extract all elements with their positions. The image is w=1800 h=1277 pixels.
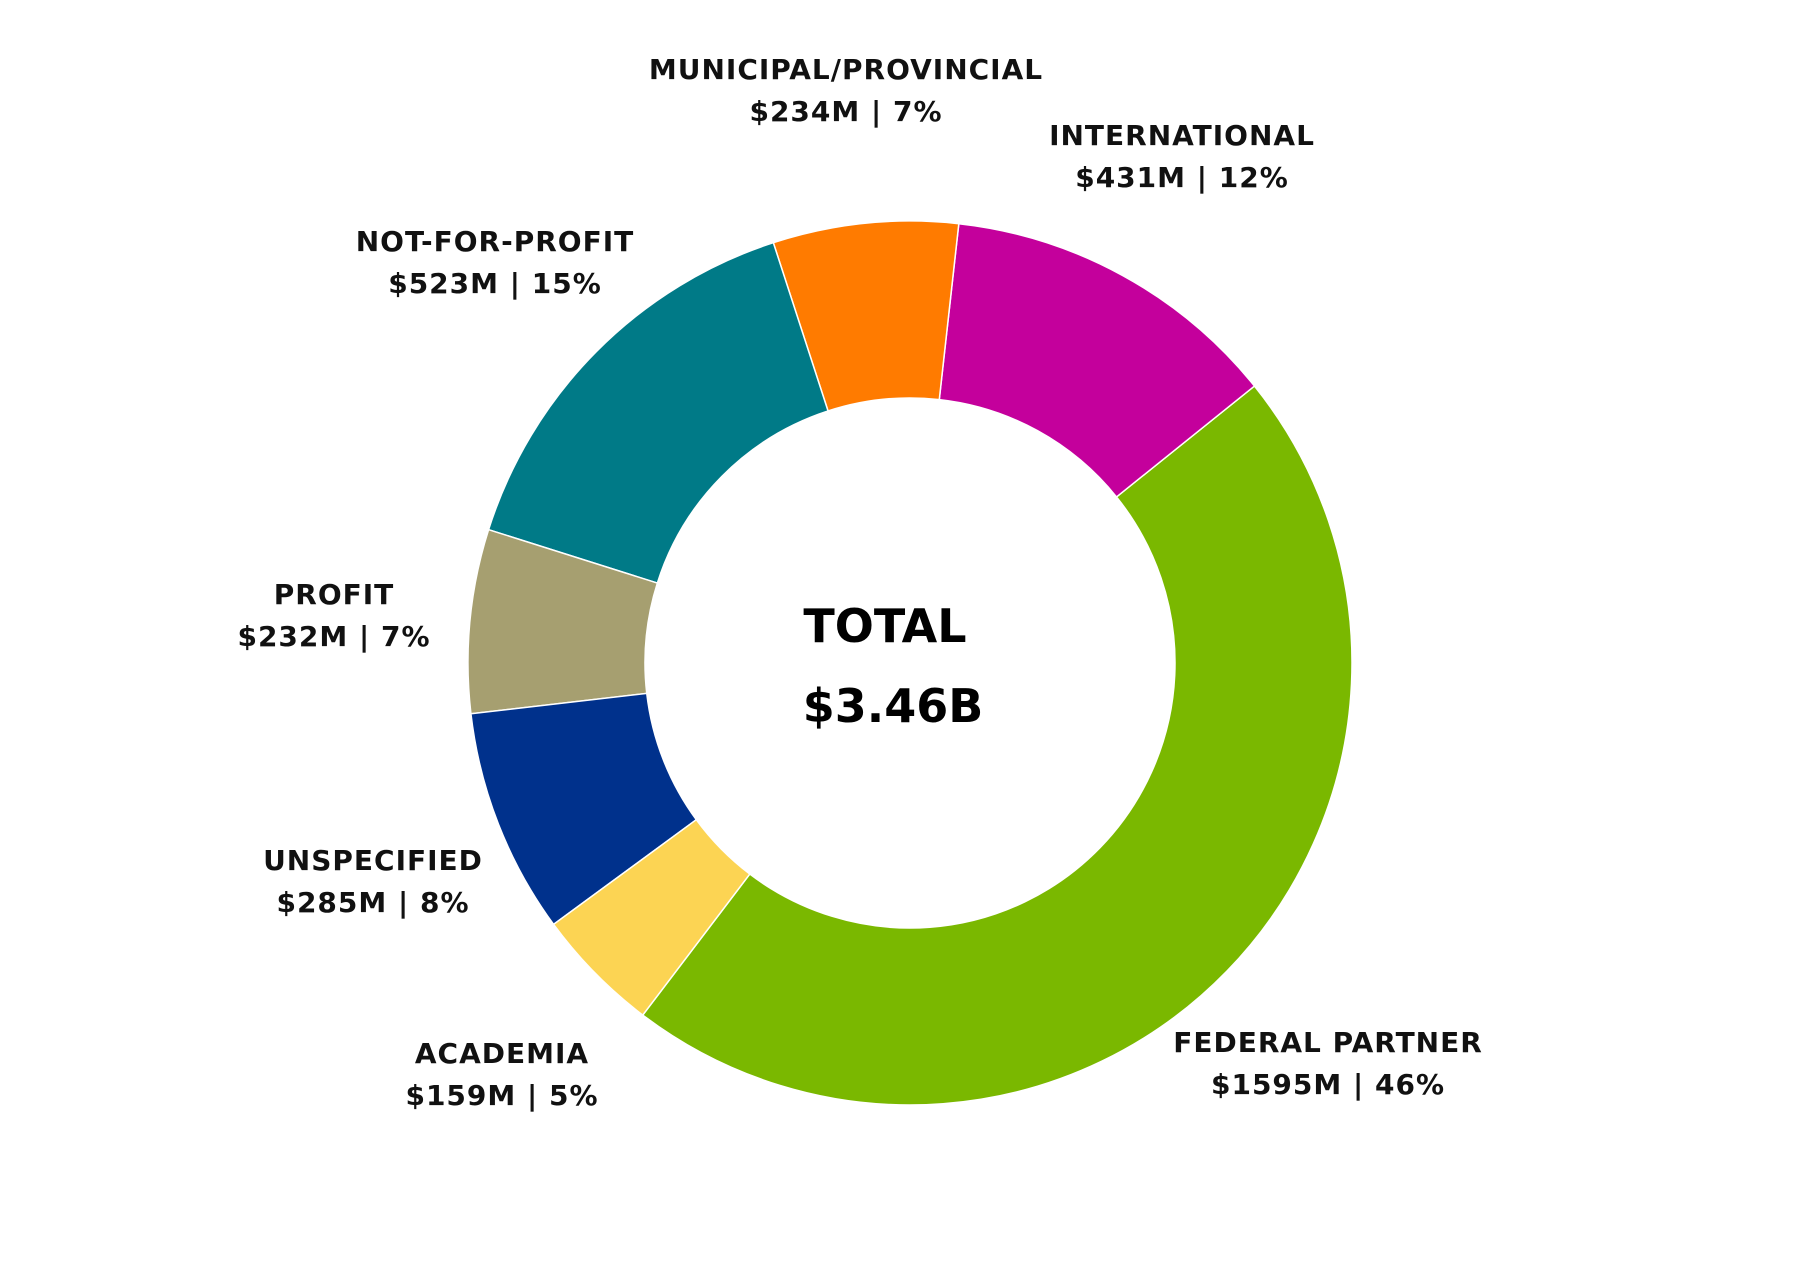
label-value-not-for-profit: $523M | 15% xyxy=(388,267,602,300)
label-name-unspecified: UNSPECIFIED xyxy=(263,844,483,877)
label-name-not-for-profit: NOT-FOR-PROFIT xyxy=(356,225,634,258)
label-name-federal-partner: FEDERAL PARTNER xyxy=(1173,1026,1483,1059)
label-value-municipal-provincial: $234M | 7% xyxy=(749,95,942,128)
center-total: TOTAL $3.46B xyxy=(803,599,984,733)
slice-academia xyxy=(552,818,751,1017)
label-value-federal-partner: $1595M | 46% xyxy=(1211,1068,1445,1101)
slice-labels: FEDERAL PARTNER $1595M | 46% INTERNATIONAL… xyxy=(237,53,1483,1112)
label-value-academia: $159M | 5% xyxy=(405,1079,598,1112)
slice-federal-partner xyxy=(641,384,1353,1106)
label-value-international: $431M | 12% xyxy=(1075,161,1289,194)
donut-slices xyxy=(467,220,1353,1106)
label-name-profit: PROFIT xyxy=(274,578,395,611)
center-total-label: TOTAL xyxy=(803,599,966,653)
slice-not-for-profit xyxy=(487,241,830,585)
label-value-unspecified: $285M | 8% xyxy=(276,886,469,919)
label-value-profit: $232M | 7% xyxy=(237,620,430,653)
label-name-municipal-provincial: MUNICIPAL/PROVINCIAL xyxy=(649,53,1043,86)
center-total-value: $3.46B xyxy=(803,679,984,733)
label-name-international: INTERNATIONAL xyxy=(1049,119,1315,152)
label-name-academia: ACADEMIA xyxy=(415,1037,589,1070)
